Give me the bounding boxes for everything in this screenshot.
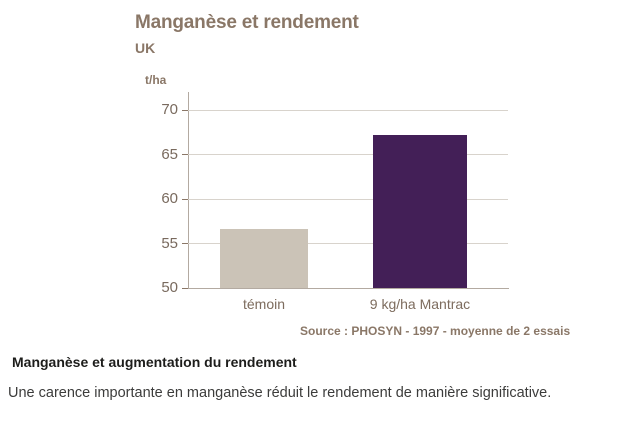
- y-tick-label-65: 65: [161, 145, 178, 163]
- plot-area: 50 55 60 65 70 témoin 9 kg/ha Mantrac: [161, 92, 509, 312]
- y-tick-mark-70: [182, 109, 188, 111]
- gridline-y-55: [188, 243, 508, 244]
- y-tick-mark-60: [182, 198, 188, 200]
- y-tick-label-55: 55: [161, 234, 178, 252]
- x-category-label-1: témoin: [242, 296, 286, 312]
- y-tick-label-70: 70: [161, 101, 178, 118]
- source-note: Source : PHOSYN - 1997 - moyenne de 2 es…: [300, 324, 571, 338]
- y-tick-label-60: 60: [161, 190, 178, 207]
- gridline-y-60: [188, 198, 508, 200]
- y-tick-mark-50: [182, 287, 188, 289]
- chart-title: Manganèse et rendement: [135, 12, 359, 33]
- x-category-label-2: 9 kg/ha Mantrac: [369, 296, 471, 312]
- gridline-y-70: [188, 109, 508, 111]
- y-tick-label-50: 50: [161, 279, 178, 296]
- y-tick-mark-55: [182, 243, 188, 244]
- gridline-y-65: [188, 154, 508, 155]
- bar-9-kg-ha-mantrac: [373, 135, 467, 288]
- x-axis-line: [182, 288, 509, 289]
- y-tick-mark-65: [182, 154, 188, 155]
- caption-text: Une carence importante en manganèse rédu…: [8, 385, 552, 401]
- bar-t-moin: [220, 229, 308, 288]
- y-axis-line: [188, 92, 189, 289]
- y-axis-unit-label: t/ha: [145, 73, 167, 87]
- chart-subtitle: UK: [135, 40, 156, 56]
- caption-heading: Manganèse et augmentation du rendement: [12, 354, 297, 370]
